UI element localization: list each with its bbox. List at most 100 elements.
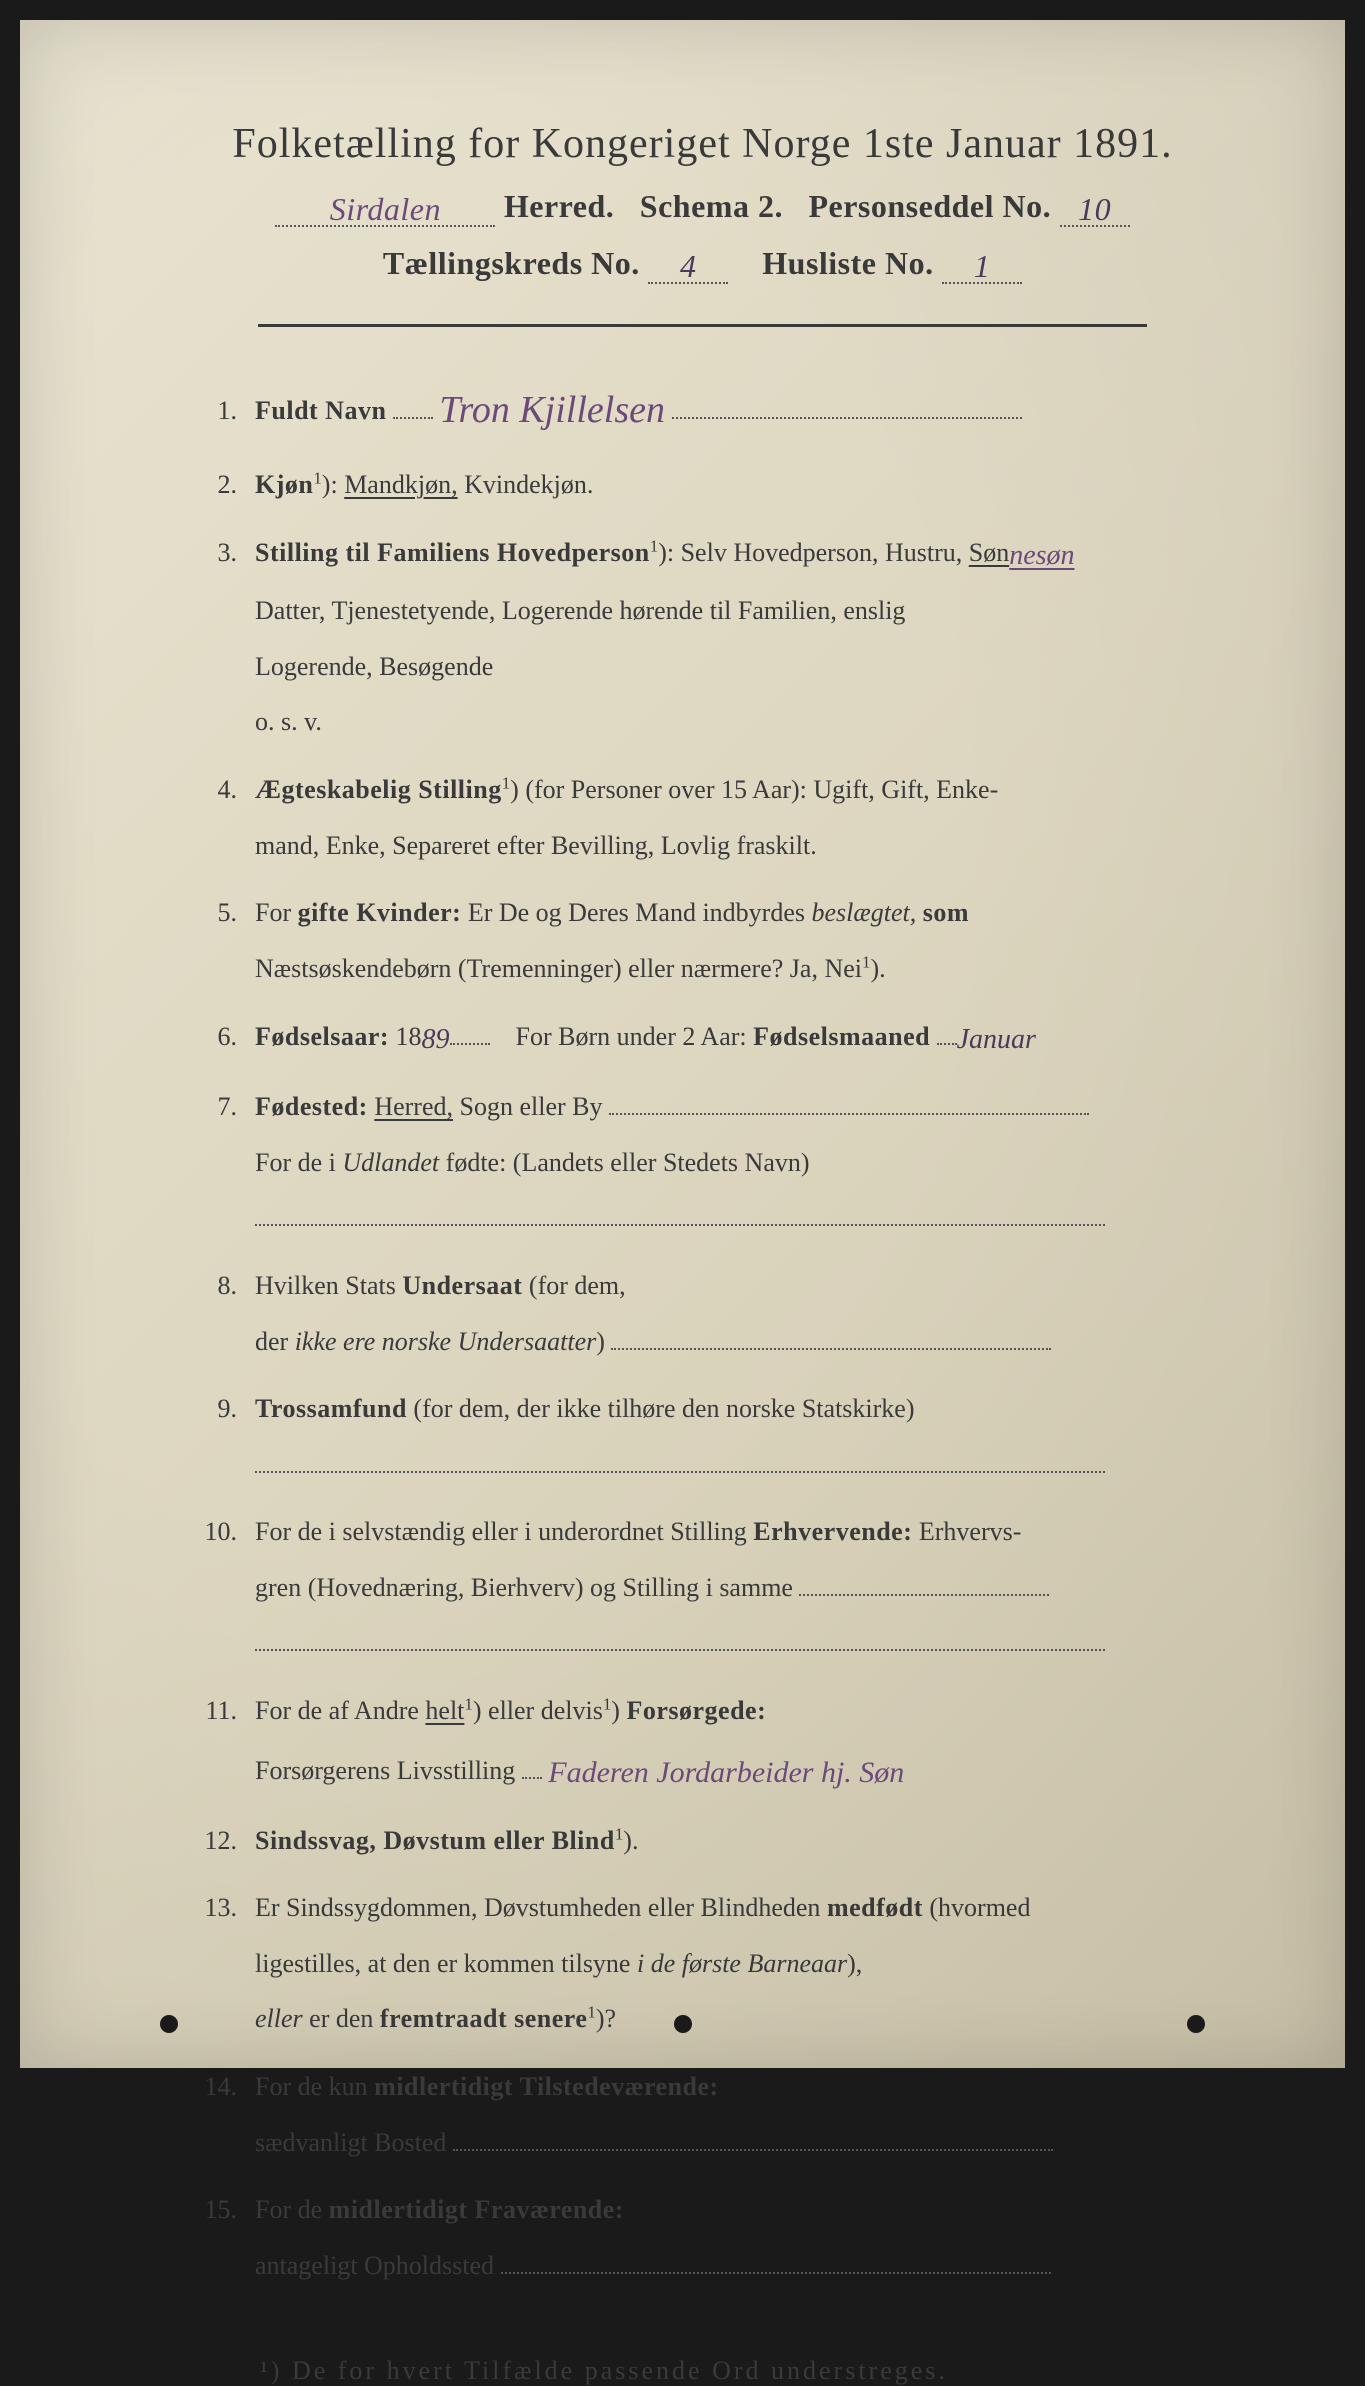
row-14: 14. For de kun midlertidigt Tilstedevære… <box>200 2066 1225 2108</box>
personseddel-value: 10 <box>1078 191 1111 227</box>
row2-label: Kjøn <box>255 470 313 499</box>
row-num-10: 10. <box>200 1511 255 1553</box>
row-11-cont: Forsørgerens Livsstilling Faderen Jordar… <box>200 1746 1225 1794</box>
row10-text2: Erhvervs- <box>919 1517 1022 1546</box>
row-6: 6. Fødselsaar: 1889 For Børn under 2 Aar… <box>200 1015 1225 1060</box>
row4-label: Ægteskabelig Stilling <box>255 775 502 804</box>
taellingskreds-value: 4 <box>680 248 697 284</box>
row-13: 13. Er Sindssygdommen, Døvstumheden elle… <box>200 1887 1225 1929</box>
row6-label2: Fødselsmaaned <box>753 1022 930 1051</box>
taellingskreds-field: 4 <box>648 245 728 284</box>
row8-text2: (for dem, <box>529 1271 626 1300</box>
row13-text1: Er Sindssygdommen, Døvstumheden eller Bl… <box>255 1893 820 1922</box>
row7-text3: fødte: (Landets eller Stedets Navn) <box>446 1148 810 1177</box>
row15-text1: For de <box>255 2195 322 2224</box>
row-num-8: 8. <box>200 1265 255 1307</box>
row15-text2: antageligt Opholdssted <box>255 2251 494 2280</box>
row-num-12: 12. <box>200 1820 255 1862</box>
footnote-text: De for hvert Tilfælde passende Ord under… <box>292 2356 948 2385</box>
row3-text4: o. s. v. <box>255 707 322 736</box>
row-1: 1. Fuldt Navn Tron Kjillelsen <box>200 377 1225 438</box>
row3-text2: Datter, Tjenestetyende, Logerende hørend… <box>255 596 905 625</box>
row-num-9: 9. <box>200 1388 255 1430</box>
punch-hole-center <box>674 2015 692 2033</box>
row-8-cont: der ikke ere norske Undersaatter) <box>200 1321 1225 1363</box>
row9-text1: (for dem, der ikke tilhøre den norske St… <box>413 1394 914 1423</box>
row9-label: Trossamfund <box>255 1394 407 1423</box>
row-num-1: 1. <box>200 390 255 432</box>
row4-paren: (for Personer over 15 Aar): <box>525 775 807 804</box>
row-4: 4. Ægteskabelig Stilling1) (for Personer… <box>200 769 1225 811</box>
row-num-14: 14. <box>200 2066 255 2108</box>
row-9: 9. Trossamfund (for dem, der ikke tilhør… <box>200 1388 1225 1430</box>
row-num-3: 3. <box>200 532 255 574</box>
row-7-cont2 <box>200 1197 1225 1239</box>
row-num-6: 6. <box>200 1016 255 1058</box>
husliste-label: Husliste No. <box>762 245 933 281</box>
row8-label: Undersaat <box>402 1271 522 1300</box>
row4-text2: mand, Enke, Separeret efter Bevilling, L… <box>255 831 817 860</box>
row10-label: Erhvervende: <box>753 1517 912 1546</box>
row5-text1: Er De og Deres Mand indbyrdes <box>468 898 805 927</box>
row-num-2: 2. <box>200 464 255 506</box>
footnote-marker: ¹) <box>260 2356 282 2385</box>
row6-month: Januar <box>957 1024 1036 1055</box>
row11-text2: eller delvis <box>488 1696 603 1725</box>
row6-label: Fødselsaar: <box>255 1022 389 1051</box>
taellingskreds-label: Tællingskreds No. <box>383 245 640 281</box>
row-8: 8. Hvilken Stats Undersaat (for dem, <box>200 1265 1225 1307</box>
row7-herred: Herred, <box>374 1092 453 1121</box>
row15-label: midlertidigt Fraværende: <box>329 2195 624 2224</box>
row11-text1: For de af Andre <box>255 1696 419 1725</box>
punch-hole-left <box>160 2015 178 2033</box>
row-10: 10. For de i selvstændig eller i underor… <box>200 1511 1225 1553</box>
husliste-field: 1 <box>942 245 1022 284</box>
row-7: 7. Fødested: Herred, Sogn eller By <box>200 1086 1225 1128</box>
row14-label: midlertidigt Tilstedeværende: <box>374 2072 719 2101</box>
schema-label: Schema 2. <box>640 188 783 224</box>
row13-italic2: eller <box>255 2004 303 2033</box>
census-form-page: Folketælling for Kongeriget Norge 1ste J… <box>20 20 1345 2068</box>
personseddel-field: 10 <box>1060 188 1130 227</box>
main-title: Folketælling for Kongeriget Norge 1ste J… <box>180 120 1225 168</box>
row-num-4: 4. <box>200 769 255 811</box>
herred-label: Herred. <box>504 188 614 224</box>
header-divider <box>258 324 1146 327</box>
row-14-cont: sædvanligt Bosted <box>200 2122 1225 2164</box>
row14-text1: For de kun <box>255 2072 368 2101</box>
row-13-cont1: ligestilles, at den er kommen tilsyne i … <box>200 1943 1225 1985</box>
row-3: 3. Stilling til Familiens Hovedperson1):… <box>200 531 1225 576</box>
row13-label2: fremtraadt senere <box>380 2004 588 2033</box>
row-4-cont: mand, Enke, Separeret efter Bevilling, L… <box>200 825 1225 867</box>
header-line-3: Tællingskreds No. 4 Husliste No. 1 <box>180 245 1225 284</box>
row-3-cont3: o. s. v. <box>200 701 1225 743</box>
row11-value: Faderen Jordarbeider hj. Søn <box>548 1756 904 1789</box>
row2-opt1: Mandkjøn, <box>344 470 457 499</box>
row7-text2: For de i <box>255 1148 336 1177</box>
row13-text2: (hvormed <box>929 1893 1030 1922</box>
form-body: 1. Fuldt Navn Tron Kjillelsen 2. Kjøn1):… <box>180 377 1225 2286</box>
row10-text3: gren (Hovednæring, Bierhverv) og Stillin… <box>255 1573 793 1602</box>
row6-year: 89 <box>422 1024 450 1055</box>
row13-text5: er den <box>309 2004 373 2033</box>
row-10-cont1: gren (Hovednæring, Bierhverv) og Stillin… <box>200 1567 1225 1609</box>
personseddel-label: Personseddel No. <box>808 188 1051 224</box>
row13-text3: ligestilles, at den er kommen tilsyne <box>255 1949 630 1978</box>
row3-text1: Selv Hovedperson, Hustru, <box>681 538 963 567</box>
form-header: Folketælling for Kongeriget Norge 1ste J… <box>180 120 1225 284</box>
row7-italic1: Udlandet <box>342 1148 439 1177</box>
row-13-cont2: eller er den fremtraadt senere1)? <box>200 1998 1225 2040</box>
row3-annotation: nesøn <box>1009 540 1074 571</box>
row14-text2: sædvanligt Bosted <box>255 2128 446 2157</box>
row12-label: Sindssvag, Døvstum eller Blind <box>255 1826 615 1855</box>
punch-hole-right <box>1187 2015 1205 2033</box>
row-num-15: 15. <box>200 2189 255 2231</box>
row-11: 11. For de af Andre helt1) eller delvis1… <box>200 1690 1225 1732</box>
row13-text4: ), <box>847 1949 862 1978</box>
row8-text1: Hvilken Stats <box>255 1271 396 1300</box>
row5-prefix: For <box>255 898 291 927</box>
row-7-cont1: For de i Udlandet fødte: (Landets eller … <box>200 1142 1225 1184</box>
row-10-cont2 <box>200 1622 1225 1664</box>
row3-text3: Logerende, Besøgende <box>255 652 493 681</box>
row5-text3: Næstsøskendebørn (Tremenninger) eller næ… <box>255 954 862 983</box>
